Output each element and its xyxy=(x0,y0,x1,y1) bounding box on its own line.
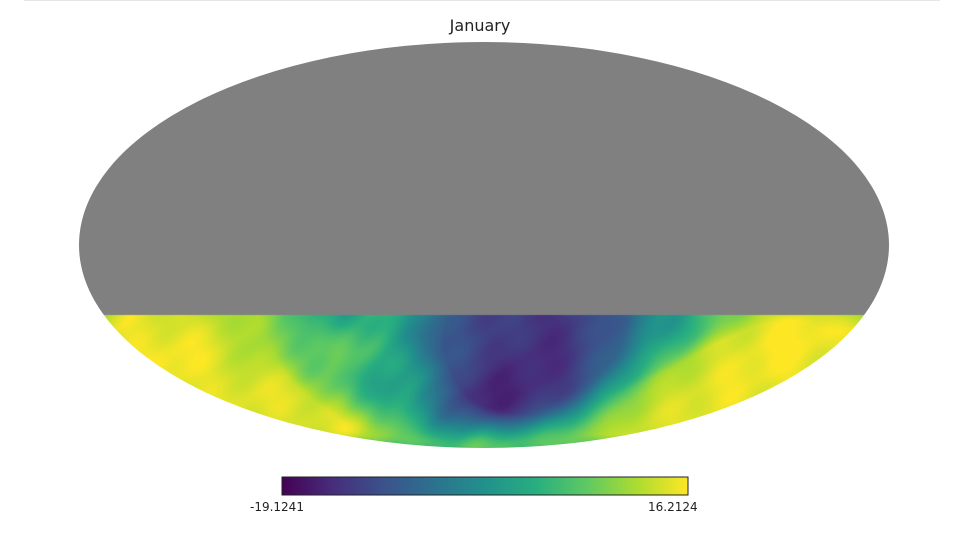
colorbar-gradient xyxy=(281,476,689,496)
sky-heatmap-canvas xyxy=(79,42,889,448)
colorbar-max-label: 16.2124 xyxy=(648,500,698,514)
chart-title: January xyxy=(449,16,511,35)
sky-map xyxy=(79,42,889,448)
colorbar xyxy=(281,476,689,496)
colorbar-min-label: -19.1241 xyxy=(250,500,304,514)
top-divider xyxy=(24,0,940,1)
